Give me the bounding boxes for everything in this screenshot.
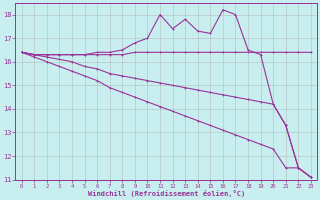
X-axis label: Windchill (Refroidissement éolien,°C): Windchill (Refroidissement éolien,°C)	[88, 190, 245, 197]
